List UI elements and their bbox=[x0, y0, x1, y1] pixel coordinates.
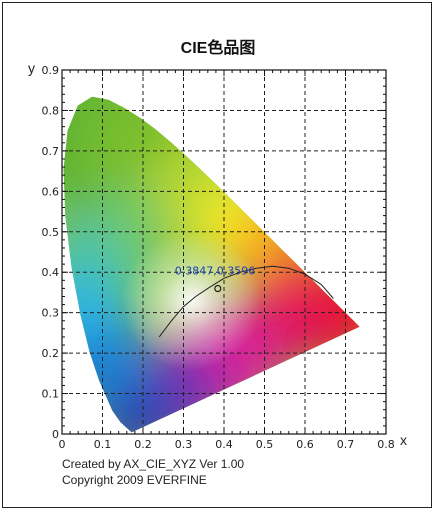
planckian-locus bbox=[158, 265, 334, 338]
y-tick-label: 0.1 bbox=[42, 388, 60, 401]
y-tick-label: 0.2 bbox=[42, 347, 60, 360]
measured-point-marker bbox=[214, 285, 222, 293]
y-tick-label: 0.6 bbox=[42, 185, 60, 198]
x-tick-label: 0.6 bbox=[296, 438, 314, 451]
y-tick-label: 0 bbox=[52, 428, 59, 441]
footer-copyright: Copyright 2009 EVERFINE bbox=[62, 473, 207, 487]
measured-point-label: 0.3847,0.3596 bbox=[175, 265, 255, 278]
x-tick-label: 0.2 bbox=[134, 438, 152, 451]
y-tick-label: 0.9 bbox=[42, 64, 60, 77]
x-tick-label: 0.3 bbox=[175, 438, 193, 451]
x-tick-label: 0.1 bbox=[94, 438, 112, 451]
chromaticity-gamut bbox=[63, 96, 360, 433]
chart-title: CIE色品图 bbox=[180, 40, 256, 57]
grid bbox=[62, 70, 386, 434]
footer: Created by AX_CIE_XYZ Ver 1.00 Copyright… bbox=[62, 456, 244, 488]
x-axis-label: x bbox=[400, 432, 407, 448]
y-tick-label: 0.7 bbox=[42, 145, 60, 158]
planckian-locus-line bbox=[158, 265, 334, 338]
footer-created-by: Created by AX_CIE_XYZ Ver 1.00 bbox=[62, 457, 245, 471]
y-tick-label: 0.3 bbox=[42, 307, 60, 320]
y-axis-label: y bbox=[28, 60, 35, 76]
y-tick-label: 0.5 bbox=[42, 226, 60, 239]
gamut-blob bbox=[91, 188, 162, 259]
x-tick-label: 0 bbox=[59, 438, 66, 451]
x-tick-label: 0.7 bbox=[337, 438, 355, 451]
axes: 0 0.1 0.2 0.3 0.4 0.5 0.6 0.7 0.8 0 0.1 0.2 0.3 0.4 0.… bbox=[42, 64, 395, 451]
x-tick-label: 0.5 bbox=[256, 438, 274, 451]
y-tick-label: 0.4 bbox=[42, 266, 60, 279]
x-tick-label: 0.4 bbox=[215, 438, 233, 451]
measured-point: 0.3847,0.3596 bbox=[175, 265, 255, 293]
x-tick-label: 0.8 bbox=[377, 438, 395, 451]
y-tick-label: 0.8 bbox=[42, 104, 60, 117]
